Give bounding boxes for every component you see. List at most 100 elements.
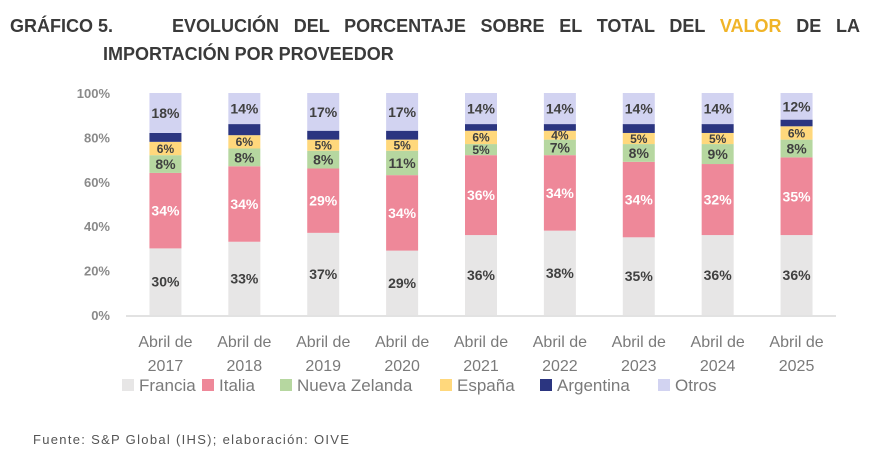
data-label: 29%	[388, 275, 417, 291]
data-label: 32%	[704, 192, 733, 208]
bar-segment-españa	[465, 130, 497, 145]
bar-segment-francia	[465, 235, 497, 315]
data-label: 11%	[388, 155, 416, 171]
bar-segment-argentina	[701, 124, 734, 133]
bar-segment-otros	[228, 93, 261, 125]
data-label: 8%	[234, 149, 255, 165]
data-label: 34%	[625, 192, 654, 208]
bar-segment-otros	[622, 93, 655, 125]
data-label: 12%	[783, 98, 812, 114]
data-label: 5%	[393, 138, 411, 152]
bar-segment-otros	[307, 93, 340, 131]
y-tick-label: 80%	[84, 130, 110, 145]
title-highlight: VALOR	[719, 16, 782, 36]
y-tick-label: 100%	[77, 86, 111, 101]
data-label: 33%	[230, 270, 259, 286]
y-tick-label: 40%	[84, 219, 110, 234]
legend-label: Argentina	[557, 376, 630, 395]
data-label: 6%	[157, 142, 175, 156]
x-tick-label: 2025	[779, 358, 815, 375]
bar-segment-nueva-zelanda	[386, 150, 419, 176]
data-label: 14%	[625, 101, 654, 117]
bar-segment-nueva-zelanda	[701, 144, 734, 165]
data-label: 8%	[629, 145, 650, 161]
bar-segment-nueva-zelanda	[149, 155, 182, 173]
bar-segment-italia	[622, 161, 655, 238]
data-label: 5%	[472, 143, 490, 157]
bar-segment-otros	[149, 93, 182, 133]
data-label: 34%	[388, 205, 417, 221]
data-label: 29%	[309, 193, 338, 209]
bar-segment-francia	[228, 241, 261, 315]
data-label: 5%	[709, 132, 727, 146]
bar-segment-españa	[228, 135, 261, 149]
data-label: 38%	[546, 265, 575, 281]
data-label: 17%	[388, 104, 417, 120]
data-label: 30%	[151, 274, 180, 290]
data-label: 6%	[236, 135, 254, 149]
bar-segment-argentina	[386, 130, 419, 140]
x-tick-label: Abril de	[296, 334, 350, 351]
bar-segment-nueva-zelanda	[543, 139, 576, 156]
bar-segment-italia	[543, 155, 576, 231]
data-label: 8%	[313, 152, 334, 168]
chart-title-line1: EVOLUCIÓN DEL PORCENTAJE SOBRE EL TOTAL …	[172, 16, 860, 37]
y-tick-label: 0%	[91, 308, 110, 323]
data-label: 4%	[551, 129, 569, 143]
bar-segment-otros	[386, 93, 419, 131]
data-label: 14%	[467, 101, 496, 117]
bar-segment-españa	[386, 139, 419, 151]
bar-segment-italia	[701, 164, 734, 236]
bar-segment-francia	[149, 248, 182, 315]
bar-segment-nueva-zelanda	[622, 144, 655, 162]
data-label: 14%	[230, 101, 259, 117]
x-tick-label: 2020	[384, 358, 420, 375]
bar-segment-italia	[228, 166, 261, 242]
data-label: 37%	[309, 266, 338, 282]
bar-segment-españa	[543, 130, 576, 140]
bar-segment-argentina	[149, 132, 182, 142]
bar-segment-argentina	[543, 124, 576, 131]
bar-segment-francia	[386, 250, 419, 315]
bar-segment-españa	[701, 132, 734, 145]
title-text-end: DE LA	[796, 16, 860, 36]
chart-number: GRÁFICO 5.	[10, 16, 114, 36]
data-label: 9%	[708, 146, 729, 162]
data-label: 17%	[309, 104, 338, 120]
bar-segment-argentina	[622, 124, 655, 133]
bar-segment-italia	[386, 175, 419, 251]
x-tick-label: 2017	[148, 358, 184, 375]
legend-label: España	[457, 376, 515, 395]
x-tick-label: Abril de	[138, 334, 192, 351]
data-label: 5%	[630, 132, 648, 146]
data-label: 5%	[315, 138, 333, 152]
x-tick-label: 2023	[621, 358, 657, 375]
x-tick-label: 2019	[305, 358, 341, 375]
legend-label: Italia	[219, 376, 255, 395]
x-tick-label: Abril de	[454, 334, 508, 351]
x-tick-label: Abril de	[612, 334, 666, 351]
bar-segment-argentina	[465, 124, 497, 131]
data-label: 34%	[546, 185, 575, 201]
data-label: 34%	[230, 196, 259, 212]
bar-segment-nueva-zelanda	[465, 144, 497, 156]
data-label: 14%	[546, 101, 575, 117]
bar-segment-otros	[465, 93, 497, 125]
data-label: 18%	[151, 105, 180, 121]
data-label: 36%	[467, 267, 496, 283]
bar-segment-francia	[543, 230, 576, 315]
bar-segment-españa	[780, 126, 813, 140]
bar-segment-otros	[543, 93, 576, 125]
bar-segment-nueva-zelanda	[780, 139, 813, 158]
legend-swatch-francia	[122, 379, 134, 391]
bar-segment-italia	[780, 157, 813, 236]
x-tick-label: Abril de	[691, 334, 745, 351]
bar-segment-nueva-zelanda	[228, 148, 261, 167]
bar-segment-francia	[701, 235, 734, 315]
data-label: 7%	[550, 139, 571, 155]
legend-label: Otros	[675, 376, 717, 395]
y-tick-label: 60%	[84, 175, 110, 190]
x-tick-label: 2018	[227, 358, 263, 375]
legend-label: Nueva Zelanda	[297, 376, 413, 395]
x-tick-label: Abril de	[533, 334, 587, 351]
